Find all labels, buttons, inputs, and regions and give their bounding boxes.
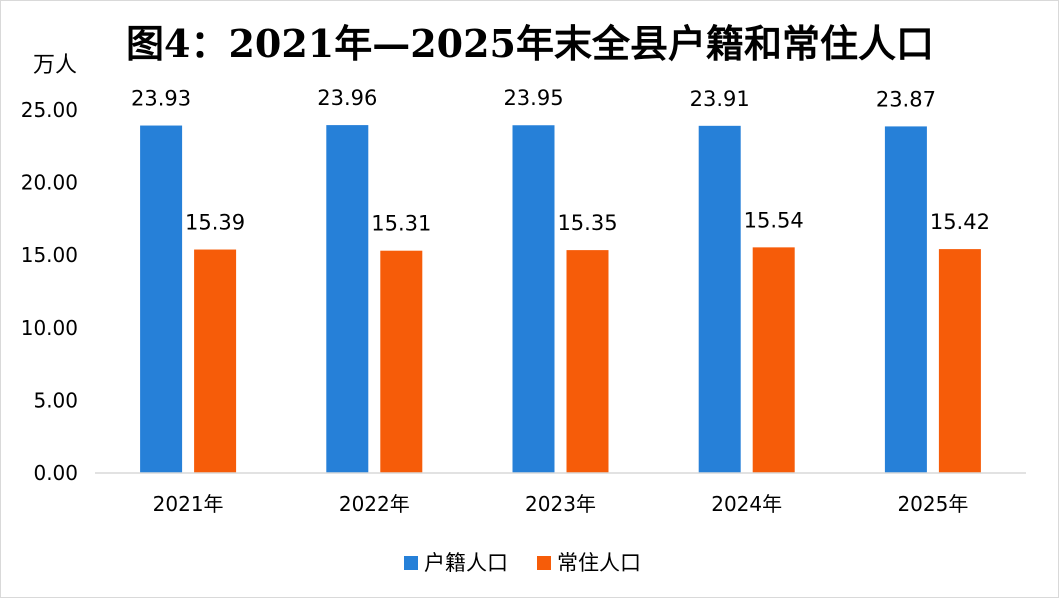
- bar-huji-0: [140, 125, 183, 473]
- y-tick-label: 0.00: [33, 461, 78, 485]
- data-label: 15.42: [930, 210, 990, 234]
- bar-changzhu-3: [752, 247, 795, 473]
- data-label: 15.39: [185, 211, 245, 235]
- bar-changzhu-0: [194, 249, 237, 473]
- y-tick-label: 25.00: [21, 98, 78, 122]
- data-label: 15.54: [744, 208, 804, 232]
- bars: [140, 125, 981, 474]
- data-label: 23.96: [317, 86, 377, 110]
- x-tick-label: 2025年: [897, 492, 968, 516]
- bar-changzhu-1: [380, 250, 423, 473]
- legend: 户籍人口 常住人口: [404, 551, 641, 575]
- y-tick-label: 5.00: [33, 388, 78, 412]
- x-tick-label: 2024年: [711, 492, 782, 516]
- legend-label: 常住人口: [557, 551, 641, 575]
- bar-huji-1: [326, 125, 369, 473]
- y-tick-label: 15.00: [21, 243, 78, 267]
- data-label: 23.95: [503, 86, 563, 110]
- x-axis-ticks: 2021年 2022年 2023年 2024年 2025年: [153, 492, 969, 516]
- bar-huji-3: [698, 125, 741, 474]
- data-label: 23.91: [690, 87, 750, 111]
- data-label: 15.35: [557, 211, 617, 235]
- y-axis-unit-label: 万人: [33, 53, 77, 78]
- bar-huji-2: [512, 125, 555, 473]
- data-labels: 23.93 15.39 23.96 15.31 23.95 15.35 23.91 15.54…: [131, 86, 990, 236]
- bar-huji-4: [884, 126, 927, 474]
- data-label: 23.93: [131, 87, 191, 111]
- legend-swatch: [537, 556, 551, 570]
- y-tick-label: 10.00: [21, 316, 78, 340]
- legend-label: 户籍人口: [424, 551, 508, 575]
- y-tick-label: 20.00: [21, 171, 78, 195]
- bar-changzhu-2: [566, 250, 609, 473]
- data-label: 15.31: [371, 212, 431, 236]
- data-label: 23.87: [876, 87, 936, 111]
- x-tick-label: 2023年: [525, 492, 596, 516]
- x-tick-label: 2021年: [153, 492, 224, 516]
- chart-title: 图4：2021年—2025年末全县户籍和常住人口: [126, 21, 934, 66]
- x-tick-label: 2022年: [339, 492, 410, 516]
- legend-swatch: [404, 556, 418, 570]
- bar-changzhu-4: [938, 249, 981, 473]
- y-axis-ticks: 0.00 5.00 10.00 15.00 20.00 25.00: [21, 98, 78, 485]
